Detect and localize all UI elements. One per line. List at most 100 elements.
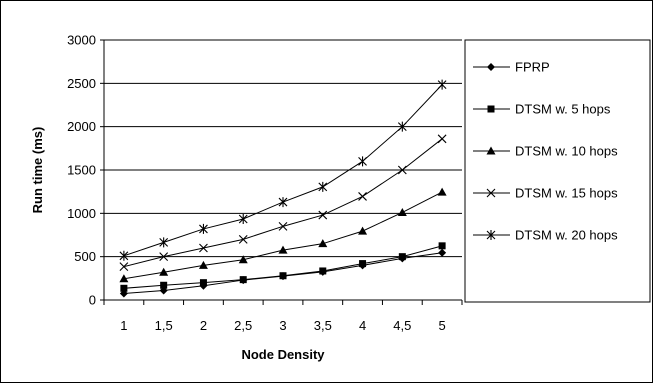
legend-item: DTSM w. 5 hops bbox=[473, 102, 611, 117]
x-tick-label: 2,5 bbox=[234, 318, 252, 333]
series-2 bbox=[120, 242, 446, 292]
data-point bbox=[120, 284, 128, 292]
data-point bbox=[278, 245, 288, 254]
square-marker bbox=[239, 276, 247, 284]
data-point bbox=[199, 243, 208, 253]
legend-box bbox=[464, 39, 651, 303]
data-point bbox=[119, 274, 129, 283]
triangle-marker bbox=[198, 260, 208, 269]
legend: FPRP DTSM w. 5 hops DTSM w. 10 hops DTSM w.… bbox=[464, 39, 651, 303]
x-tick-labels: 1 1,5 2 2,5 3 3,5 4 4,5 5 bbox=[120, 318, 445, 333]
x-marker bbox=[318, 210, 328, 220]
data-point bbox=[437, 187, 447, 196]
triangle-marker bbox=[278, 245, 288, 254]
star-marker bbox=[238, 213, 248, 224]
square-marker bbox=[398, 253, 406, 261]
data-point bbox=[238, 255, 248, 264]
data-point bbox=[199, 279, 207, 287]
x-marker bbox=[358, 192, 367, 201]
x-marker bbox=[278, 221, 288, 231]
y-tick-label: 1000 bbox=[67, 206, 96, 221]
data-point bbox=[238, 213, 248, 224]
data-point bbox=[437, 134, 447, 144]
square-marker bbox=[199, 279, 207, 287]
x-tick-label: 3,5 bbox=[314, 318, 332, 333]
data-point bbox=[159, 237, 169, 248]
square-marker bbox=[438, 242, 446, 250]
legend-item: DTSM w. 10 hops bbox=[473, 144, 618, 159]
legend-label: DTSM w. 15 hops bbox=[515, 186, 618, 201]
triangle-marker bbox=[486, 146, 496, 155]
data-point bbox=[119, 262, 129, 272]
series-3 bbox=[119, 187, 447, 283]
data-point bbox=[318, 239, 328, 248]
triangle-marker bbox=[318, 239, 328, 248]
data-point bbox=[397, 207, 407, 216]
y-tick-label: 2000 bbox=[67, 119, 96, 134]
series-5 bbox=[119, 79, 447, 261]
x-tick-label: 2 bbox=[200, 318, 207, 333]
x-tick-label: 4 bbox=[359, 318, 366, 333]
data-point bbox=[318, 181, 328, 192]
data-point bbox=[398, 253, 406, 261]
data-point bbox=[358, 192, 367, 201]
data-point bbox=[239, 276, 247, 284]
y-tick-label: 0 bbox=[89, 293, 96, 308]
gridlines bbox=[104, 39, 462, 301]
square-marker bbox=[279, 272, 287, 280]
star-marker bbox=[199, 223, 208, 234]
data-point bbox=[199, 223, 208, 234]
y-tick-labels: 0 500 1000 1500 2000 2500 3000 bbox=[67, 33, 96, 308]
x-marker bbox=[486, 188, 496, 198]
x-marker bbox=[159, 252, 169, 262]
y-tick-label: 2500 bbox=[67, 76, 96, 91]
data-point bbox=[119, 250, 129, 261]
legend-item: DTSM w. 15 hops bbox=[473, 186, 618, 201]
triangle-marker bbox=[159, 267, 169, 276]
x-tick-label: 1 bbox=[120, 318, 127, 333]
legend-item: DTSM w. 20 hops bbox=[473, 228, 618, 243]
data-point bbox=[279, 272, 287, 280]
legend-item: FPRP bbox=[473, 60, 550, 75]
data-point bbox=[358, 156, 367, 167]
star-marker bbox=[358, 156, 367, 167]
data-point bbox=[278, 197, 288, 208]
y-tick-label: 500 bbox=[74, 249, 96, 264]
data-point bbox=[358, 226, 368, 235]
data-point bbox=[159, 267, 169, 276]
data-point bbox=[437, 79, 447, 90]
x-tick-label: 3 bbox=[279, 318, 286, 333]
x-tick-label: 5 bbox=[438, 318, 445, 333]
data-point bbox=[318, 210, 328, 220]
diamond-marker bbox=[487, 63, 495, 71]
star-marker bbox=[119, 250, 129, 261]
y-tick-label: 1500 bbox=[67, 163, 96, 178]
data-point bbox=[238, 234, 248, 244]
triangle-marker bbox=[397, 207, 407, 216]
triangle-marker bbox=[119, 274, 129, 283]
x-marker bbox=[437, 134, 447, 144]
data-point bbox=[438, 248, 447, 257]
star-marker bbox=[397, 121, 407, 132]
square-marker bbox=[160, 281, 168, 289]
series-4 bbox=[119, 134, 447, 272]
data-point bbox=[278, 221, 288, 231]
x-marker bbox=[238, 234, 248, 244]
triangle-marker bbox=[358, 226, 368, 235]
data-point bbox=[160, 281, 168, 289]
x-marker bbox=[199, 243, 208, 253]
square-marker bbox=[319, 267, 327, 275]
diamond-marker bbox=[438, 248, 447, 257]
x-tick-label: 4,5 bbox=[393, 318, 411, 333]
axes bbox=[100, 39, 463, 305]
square-marker bbox=[120, 284, 128, 292]
series-group bbox=[119, 79, 447, 298]
data-point bbox=[319, 267, 327, 275]
legend-label: FPRP bbox=[515, 60, 550, 75]
data-point bbox=[397, 165, 407, 175]
star-marker bbox=[159, 237, 169, 248]
star-marker bbox=[486, 230, 496, 240]
x-axis-title: Node Density bbox=[241, 347, 325, 362]
star-marker bbox=[278, 197, 288, 208]
